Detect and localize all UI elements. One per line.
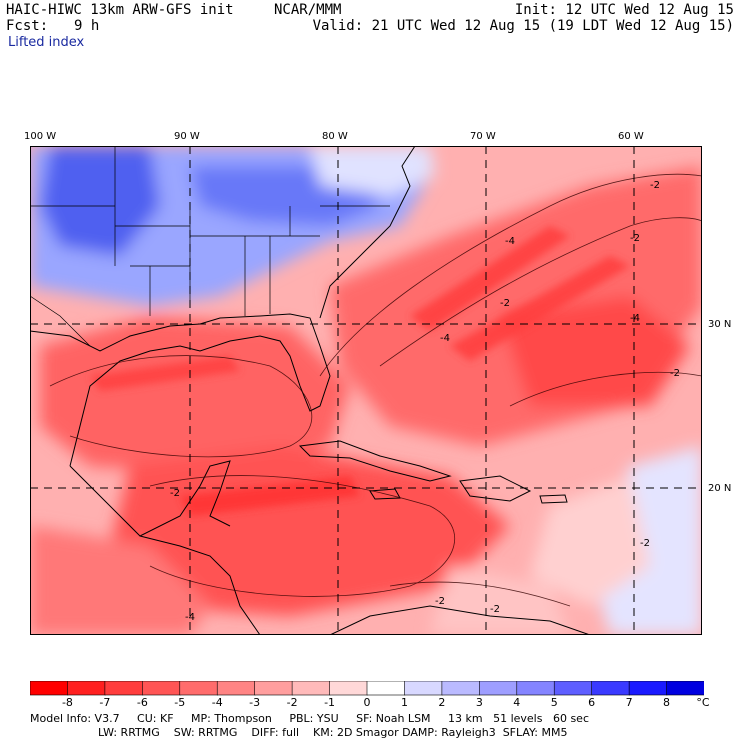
contour-minus2-south: [389, 581, 571, 607]
contour-label: -2: [500, 298, 510, 309]
colorbar-tick-label: -4: [211, 696, 223, 709]
country-border-mexico: [30, 295, 91, 347]
colorbar-swatch: [329, 681, 368, 696]
colorbar-tick-label: -1: [324, 696, 336, 709]
coast-cuba: [298, 440, 452, 482]
contour-label: -4: [440, 333, 450, 344]
unstable-streak-3: [180, 476, 360, 516]
unstable-streak-1: [410, 226, 570, 331]
contour-minus2-atlantic: [319, 173, 702, 377]
colorbar-swatch: [553, 681, 593, 696]
colorbar-swatch: [628, 681, 668, 696]
colorbar-tick-label: -3: [249, 696, 261, 709]
contour-label: -2: [650, 180, 660, 191]
contour-label: -2: [670, 368, 680, 379]
coastline-gulf: [30, 313, 331, 467]
colorbar-swatch: [179, 681, 219, 696]
contour-minus4-caribbean: [149, 475, 456, 597]
lon-label-70w: 70 W: [470, 131, 496, 142]
colorbar-tick-label: 4: [513, 696, 521, 709]
init-time: Init: 12 UTC Wed 12 Aug 15: [514, 2, 734, 18]
colorbar-tick-label: 2: [438, 696, 446, 709]
contour-label: -2: [640, 538, 650, 549]
lon-label-100w: 100 W: [24, 131, 57, 142]
lat-label-20n: 20 N: [708, 483, 732, 494]
contour-label: -2: [435, 596, 445, 607]
coastline-yucatan: [69, 460, 231, 537]
contour-label: -4: [630, 313, 640, 324]
lon-label-60w: 60 W: [618, 131, 644, 142]
contour-label: -2: [630, 233, 640, 244]
contour-label: -4: [185, 612, 195, 623]
colorbar-tick-label: 3: [475, 696, 483, 709]
colorbar-swatch: [142, 681, 181, 696]
colorbar-tick-label: -6: [136, 696, 148, 709]
colorbar-tick-label: 0: [363, 696, 371, 709]
colorbar-swatch: [104, 681, 144, 696]
lifted-index-map: -2 -4 -2 -4 -2 -4 -2 -2 -2 -4 -2 -2: [30, 146, 702, 635]
colorbar-tick-label: -7: [99, 696, 111, 709]
colorbar-swatch: [366, 681, 406, 696]
colorbar: [30, 681, 704, 696]
colorbar-swatch: [254, 681, 293, 696]
contour-label: -2: [170, 488, 180, 499]
contour-minus4-atlantic: [379, 217, 702, 367]
org-label: NCAR/MMM: [274, 2, 342, 18]
unstable-gulf: [40, 316, 350, 476]
unstable-atlantic-core: [500, 296, 690, 406]
colorbar-swatch: [291, 681, 331, 696]
forecast-label: Fcst:: [6, 18, 49, 34]
coast-south-america: [329, 605, 591, 635]
colorbar-tick-label: 8: [663, 696, 671, 709]
valid-time: Valid: 21 UTC Wed 12 Aug 15 (19 LDT Wed …: [312, 18, 734, 34]
colorbar-unit: °C: [696, 696, 710, 709]
colorbar-tick-label: 7: [625, 696, 633, 709]
colorbar-tick-label: 1: [400, 696, 408, 709]
coast-puerto-rico: [539, 494, 568, 504]
colorbar-swatch: [216, 681, 256, 696]
stable-east-edge: [590, 446, 702, 635]
colorbar-swatch: [591, 681, 630, 696]
lon-label-90w: 90 W: [174, 131, 200, 142]
model-title: HAIC-HIWC 13km ARW-GFS init: [6, 2, 234, 18]
colorbar-swatch: [441, 681, 481, 696]
colorbar-tick-label: -8: [61, 696, 73, 709]
colorbar-swatch: [516, 681, 556, 696]
coast-hispaniola: [459, 475, 532, 502]
contour-label: -2: [490, 604, 500, 615]
state-borders: [30, 146, 390, 316]
unstable-central-america: [30, 526, 210, 635]
lat-label-30n: 30 N: [708, 319, 732, 330]
unstable-streak-4: [90, 356, 240, 391]
colorbar-swatch: [30, 681, 69, 696]
lon-label-80w: 80 W: [322, 131, 348, 142]
coastline-central-america: [139, 535, 261, 635]
colorbar-tick-label: 5: [550, 696, 558, 709]
contour-label: -4: [505, 236, 515, 247]
colorbar-tick-label: -2: [286, 696, 298, 709]
colorbar-swatch: [67, 681, 106, 696]
map-frame: [30, 146, 702, 635]
colorbar-swatch: [479, 681, 518, 696]
colorbar-swatch: [666, 681, 704, 696]
contour-minus2-east: [509, 371, 702, 407]
coastline-atlantic-us: [319, 146, 416, 319]
stable-region-east-us: [310, 146, 435, 196]
model-info-line1: Model Info: V3.7 CU: KF MP: Thompson PBL…: [30, 712, 590, 725]
contour-minus2-gulf: [49, 355, 313, 458]
stable-region-core: [40, 146, 160, 256]
unstable-streak-2: [450, 256, 630, 361]
model-info-line2: LW: RRTMG SW: RRTMG DIFF: full KM: 2D Sm…: [98, 726, 568, 739]
colorbar-tick-label: -5: [174, 696, 186, 709]
field-name: Lifted index: [8, 35, 85, 50]
neutral-east: [530, 476, 650, 606]
colorbar-swatch: [404, 681, 443, 696]
colorbar-tick-label: 6: [588, 696, 596, 709]
forecast-hours: 9 h: [74, 18, 100, 34]
